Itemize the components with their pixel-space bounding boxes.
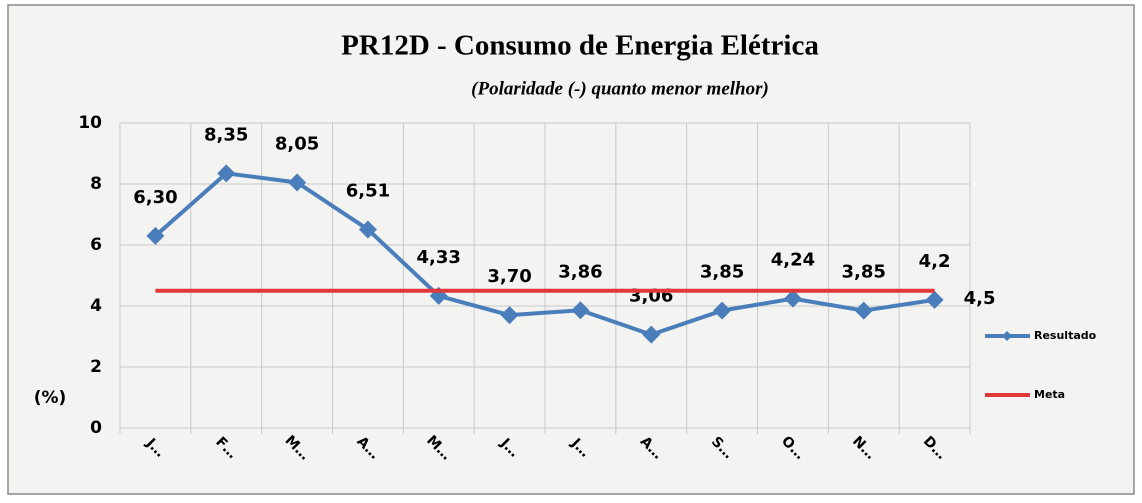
data-label: 4,33 <box>417 247 461 268</box>
data-label: 6,30 <box>133 187 177 208</box>
chart-title: PR12D - Consumo de Energia Elétrica <box>341 30 819 62</box>
data-point <box>500 306 519 325</box>
y-tick-label: 8 <box>90 174 102 194</box>
y-axis-label: (%) <box>34 388 67 408</box>
data-point <box>854 301 873 320</box>
data-point <box>713 301 732 320</box>
chart-frame <box>7 4 1135 495</box>
data-point <box>288 173 307 192</box>
data-label: 6,51 <box>346 180 390 201</box>
data-point <box>217 164 236 183</box>
data-label: 3,85 <box>700 262 744 283</box>
series-line <box>154 171 935 337</box>
data-label: 4,24 <box>771 250 815 271</box>
legend-label: Meta <box>1034 388 1065 401</box>
y-tick-label: 10 <box>78 113 102 133</box>
data-point <box>925 290 944 309</box>
data-label: 4,2 <box>919 251 951 272</box>
data-label: 8,05 <box>275 133 319 154</box>
y-tick-label: 4 <box>90 296 102 316</box>
y-tick-label: 0 <box>90 418 102 438</box>
data-label: 3,86 <box>558 261 602 282</box>
y-tick-label: 6 <box>90 235 102 255</box>
data-point <box>146 226 165 245</box>
data-point <box>358 220 377 239</box>
data-point <box>571 301 590 320</box>
legend-label: Resultado <box>1034 329 1097 342</box>
chart-subtitle: (Polaridade (-) quanto menor melhor) <box>471 78 769 99</box>
data-point <box>642 325 661 344</box>
legend-marker <box>1002 331 1012 341</box>
data-label: 3,85 <box>842 262 886 283</box>
data-point <box>783 289 802 308</box>
y-tick-label: 2 <box>90 357 102 377</box>
data-label: 3,70 <box>487 266 531 287</box>
data-label: 4,5 <box>964 288 996 309</box>
data-label: 8,35 <box>204 124 248 145</box>
